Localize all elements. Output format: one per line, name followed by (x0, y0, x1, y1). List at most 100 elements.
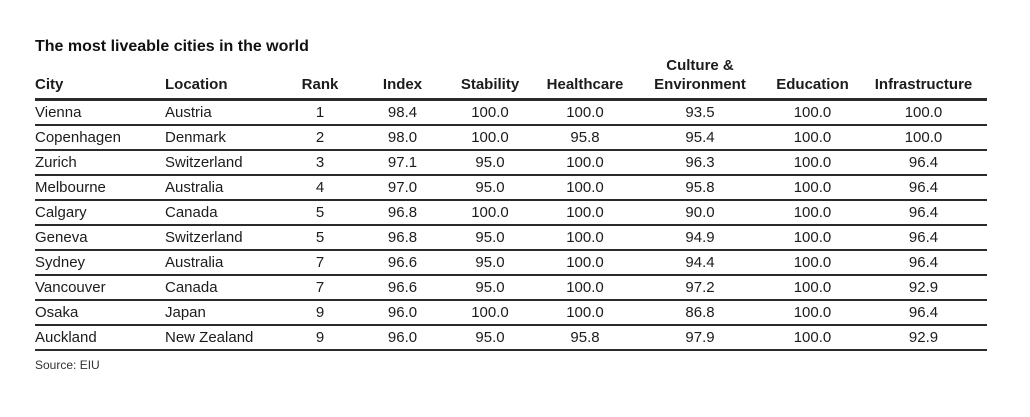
column-header-rank: Rank (280, 56, 360, 101)
cell-healthcare: 100.0 (535, 150, 635, 176)
column-header-culture-environment: Culture & Environment (635, 56, 765, 101)
cell-infrastructure: 100.0 (860, 99, 987, 126)
cell-infrastructure: 92.9 (860, 275, 987, 301)
cell-location: Switzerland (165, 150, 280, 176)
cell-education: 100.0 (765, 175, 860, 201)
cell-healthcare: 95.8 (535, 325, 635, 351)
cell-stability: 95.0 (445, 225, 535, 251)
table-row: Copenhagen Denmark 2 98.0 100.0 95.8 95.4 100.0… (35, 125, 987, 151)
cell-healthcare: 100.0 (535, 250, 635, 276)
cell-culture-environment: 94.9 (635, 225, 765, 251)
cell-city: Auckland (35, 325, 165, 351)
column-header-stability: Stability (445, 56, 535, 101)
cell-education: 100.0 (765, 250, 860, 276)
cell-rank: 9 (280, 300, 360, 326)
cell-city: Vienna (35, 99, 165, 126)
cell-city: Calgary (35, 200, 165, 226)
cell-culture-environment: 97.2 (635, 275, 765, 301)
cell-stability: 95.0 (445, 150, 535, 176)
cell-index: 96.8 (360, 200, 445, 226)
cell-index: 98.0 (360, 125, 445, 151)
cell-index: 97.0 (360, 175, 445, 201)
table-row: Vienna Austria 1 98.4 100.0 100.0 93.5 100.0 100… (35, 99, 987, 126)
cell-city: Osaka (35, 300, 165, 326)
cell-education: 100.0 (765, 275, 860, 301)
cell-location: Australia (165, 250, 280, 276)
cell-city: Geneva (35, 225, 165, 251)
column-header-infrastructure: Infrastructure (860, 56, 987, 101)
cell-education: 100.0 (765, 225, 860, 251)
cell-culture-environment: 97.9 (635, 325, 765, 351)
cell-city: Vancouver (35, 275, 165, 301)
cell-culture-environment: 93.5 (635, 99, 765, 126)
cell-rank: 3 (280, 150, 360, 176)
cell-stability: 95.0 (445, 175, 535, 201)
cell-stability: 100.0 (445, 125, 535, 151)
cell-culture-environment: 95.4 (635, 125, 765, 151)
table-body: Vienna Austria 1 98.4 100.0 100.0 93.5 100.0 100… (35, 99, 987, 351)
cell-healthcare: 95.8 (535, 125, 635, 151)
cell-culture-environment: 94.4 (635, 250, 765, 276)
cell-index: 96.6 (360, 275, 445, 301)
cell-location: New Zealand (165, 325, 280, 351)
cell-index: 96.8 (360, 225, 445, 251)
cell-city: Sydney (35, 250, 165, 276)
cell-infrastructure: 96.4 (860, 175, 987, 201)
cell-stability: 95.0 (445, 275, 535, 301)
cell-infrastructure: 96.4 (860, 150, 987, 176)
liveability-table: City Location Rank Index Stability Healthcare… (35, 56, 987, 351)
cell-city: Copenhagen (35, 125, 165, 151)
column-header-location: Location (165, 56, 280, 101)
cell-infrastructure: 100.0 (860, 125, 987, 151)
table-row: Auckland New Zealand 9 96.0 95.0 95.8 97.9 100.… (35, 325, 987, 351)
cell-rank: 5 (280, 200, 360, 226)
table-row: Calgary Canada 5 96.8 100.0 100.0 90.0 100.0 96.… (35, 200, 987, 226)
cell-rank: 7 (280, 250, 360, 276)
cell-location: Austria (165, 99, 280, 126)
cell-location: Canada (165, 275, 280, 301)
cell-healthcare: 100.0 (535, 225, 635, 251)
cell-index: 96.6 (360, 250, 445, 276)
cell-infrastructure: 96.4 (860, 250, 987, 276)
cell-stability: 100.0 (445, 99, 535, 126)
cell-location: Denmark (165, 125, 280, 151)
cell-stability: 95.0 (445, 250, 535, 276)
cell-culture-environment: 95.8 (635, 175, 765, 201)
cell-education: 100.0 (765, 200, 860, 226)
cell-city: Zurich (35, 150, 165, 176)
table-row: Geneva Switzerland 5 96.8 95.0 100.0 94.9 100.0… (35, 225, 987, 251)
column-header-city: City (35, 56, 165, 101)
cell-city: Melbourne (35, 175, 165, 201)
cell-culture-environment: 96.3 (635, 150, 765, 176)
cell-infrastructure: 92.9 (860, 325, 987, 351)
cell-rank: 4 (280, 175, 360, 201)
cell-healthcare: 100.0 (535, 300, 635, 326)
table-row: Osaka Japan 9 96.0 100.0 100.0 86.8 100.0 96.4 (35, 300, 987, 326)
cell-location: Japan (165, 300, 280, 326)
cell-education: 100.0 (765, 300, 860, 326)
cell-culture-environment: 86.8 (635, 300, 765, 326)
table-row: Sydney Australia 7 96.6 95.0 100.0 94.4 100.0 96… (35, 250, 987, 276)
cell-healthcare: 100.0 (535, 175, 635, 201)
source-note: Source: EIU (35, 358, 100, 372)
cell-education: 100.0 (765, 125, 860, 151)
cell-location: Switzerland (165, 225, 280, 251)
cell-location: Canada (165, 200, 280, 226)
cell-stability: 95.0 (445, 325, 535, 351)
cell-culture-environment: 90.0 (635, 200, 765, 226)
cell-infrastructure: 96.4 (860, 300, 987, 326)
table-header: City Location Rank Index Stability Healthcare… (35, 56, 987, 101)
cell-index: 97.1 (360, 150, 445, 176)
table-row: Melbourne Australia 4 97.0 95.0 100.0 95.8 100.… (35, 175, 987, 201)
cell-healthcare: 100.0 (535, 99, 635, 126)
table-row: Vancouver Canada 7 96.6 95.0 100.0 97.2 100.0 92… (35, 275, 987, 301)
cell-rank: 7 (280, 275, 360, 301)
column-header-education: Education (765, 56, 860, 101)
cell-rank: 2 (280, 125, 360, 151)
cell-rank: 1 (280, 99, 360, 126)
cell-healthcare: 100.0 (535, 200, 635, 226)
cell-index: 98.4 (360, 99, 445, 126)
cell-index: 96.0 (360, 300, 445, 326)
cell-rank: 9 (280, 325, 360, 351)
